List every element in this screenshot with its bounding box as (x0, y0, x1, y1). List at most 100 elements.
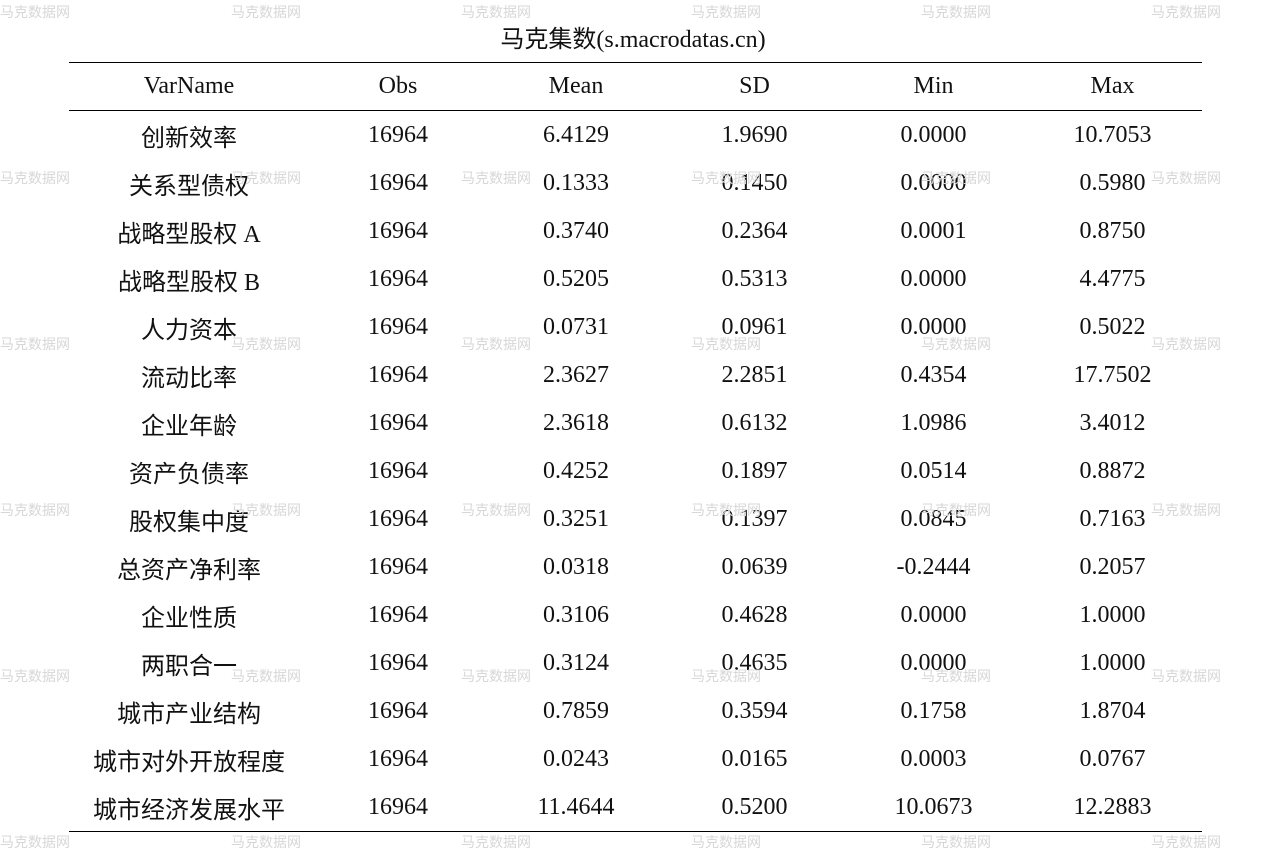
cell-min: 0.0000 (900, 601, 967, 628)
watermark-text: 马克数据网 (0, 503, 70, 519)
table-row: 股权集中度 16964 0.3251 0.1397 0.0845 0.7163 (69, 495, 1202, 543)
cell-mean: 0.7859 (543, 697, 609, 724)
cell-max: 3.4012 (1079, 409, 1146, 436)
cell-mean: 6.4129 (543, 121, 609, 148)
summary-statistics-table: VarName Obs Mean SD Min Max 创新效率 16964 6.4… (69, 62, 1202, 832)
cell-sd: 1.9690 (721, 121, 788, 148)
header-varname: VarName (143, 73, 235, 99)
cell-min: 0.0000 (900, 169, 967, 196)
cell-min: 0.1758 (900, 697, 967, 724)
cell-mean: 0.0243 (543, 745, 609, 772)
cell-obs: 16964 (368, 601, 428, 628)
watermark-text: 马克数据网 (0, 669, 70, 685)
cell-obs: 16964 (368, 361, 428, 388)
cell-max: 4.4775 (1079, 265, 1146, 292)
cell-varname: 流动比率 (141, 365, 237, 392)
cell-obs: 16964 (368, 265, 428, 292)
cell-sd: 0.0961 (721, 313, 788, 340)
table-row: 总资产净利率 16964 0.0318 0.0639 -0.2444 0.2057 (69, 543, 1202, 591)
cell-varname: 城市产业结构 (117, 701, 261, 728)
cell-varname: 企业年龄 (141, 413, 237, 440)
table-row: 人力资本 16964 0.0731 0.0961 0.0000 0.5022 (69, 303, 1202, 351)
cell-min: -0.2444 (896, 553, 971, 580)
cell-mean: 0.1333 (543, 169, 609, 196)
cell-min: 0.0001 (900, 217, 967, 244)
cell-min: 1.0986 (900, 409, 967, 436)
cell-obs: 16964 (368, 409, 428, 436)
table-row: 城市经济发展水平 16964 11.4644 0.5200 10.0673 12.2883 (69, 783, 1202, 832)
cell-max: 1.8704 (1079, 697, 1146, 724)
watermark-text: 马克数据网 (0, 835, 70, 851)
cell-obs: 16964 (368, 745, 428, 772)
watermark-text: 马克数据网 (691, 835, 761, 851)
cell-max: 0.2057 (1079, 553, 1146, 580)
cell-min: 0.0000 (900, 649, 967, 676)
cell-max: 0.7163 (1079, 505, 1146, 532)
cell-sd: 2.2851 (721, 361, 788, 388)
watermark-text: 马克数据网 (1151, 5, 1221, 21)
cell-min: 0.0845 (900, 505, 967, 532)
table-row: 创新效率 16964 6.4129 1.9690 0.0000 10.7053 (69, 111, 1202, 160)
cell-sd: 0.1450 (721, 169, 788, 196)
cell-max: 0.5980 (1079, 169, 1146, 196)
cell-sd: 0.1897 (721, 457, 788, 484)
cell-max: 12.2883 (1073, 793, 1152, 820)
cell-varname: 城市经济发展水平 (93, 797, 285, 824)
cell-varname: 人力资本 (141, 317, 237, 344)
table-row: 企业性质 16964 0.3106 0.4628 0.0000 1.0000 (69, 591, 1202, 639)
cell-min: 0.0514 (900, 457, 967, 484)
summary-statistics-table-container: VarName Obs Mean SD Min Max 创新效率 16964 6.4… (69, 62, 1202, 832)
header-min: Min (913, 73, 954, 99)
cell-max: 0.5022 (1079, 313, 1146, 340)
cell-mean: 0.3251 (543, 505, 609, 532)
table-body: 创新效率 16964 6.4129 1.9690 0.0000 10.7053 关系型债权 1… (69, 111, 1202, 832)
cell-max: 0.8750 (1079, 217, 1146, 244)
watermark-text: 马克数据网 (691, 5, 761, 21)
cell-obs: 16964 (368, 697, 428, 724)
cell-mean: 0.0731 (543, 313, 609, 340)
cell-obs: 16964 (368, 505, 428, 532)
cell-min: 0.4354 (900, 361, 967, 388)
table-row: 流动比率 16964 2.3627 2.2851 0.4354 17.7502 (69, 351, 1202, 399)
table-header: VarName Obs Mean SD Min Max (69, 62, 1202, 111)
watermark-text: 马克数据网 (231, 835, 301, 851)
cell-sd: 0.6132 (721, 409, 788, 436)
header-obs: Obs (378, 73, 418, 99)
cell-obs: 16964 (368, 121, 428, 148)
watermark-text: 马克数据网 (0, 171, 70, 187)
watermark-text: 马克数据网 (231, 5, 301, 21)
cell-sd: 0.0639 (721, 553, 788, 580)
table-row: 战略型股权 A 16964 0.3740 0.2364 0.0001 0.8750 (69, 207, 1202, 255)
table-row: 两职合一 16964 0.3124 0.4635 0.0000 1.0000 (69, 639, 1202, 687)
table-row: 城市对外开放程度 16964 0.0243 0.0165 0.0003 0.0767 (69, 735, 1202, 783)
table-title: 马克集数(s.macrodatas.cn) (500, 27, 766, 53)
cell-obs: 16964 (368, 649, 428, 676)
table-row: 城市产业结构 16964 0.7859 0.3594 0.1758 1.8704 (69, 687, 1202, 735)
table-row: 关系型债权 16964 0.1333 0.1450 0.0000 0.5980 (69, 159, 1202, 207)
table-row: 战略型股权 B 16964 0.5205 0.5313 0.0000 4.4775 (69, 255, 1202, 303)
cell-varname: 资产负债率 (129, 461, 249, 488)
cell-min: 0.0000 (900, 265, 967, 292)
cell-varname: 战略型股权 B (117, 269, 260, 296)
cell-max: 10.7053 (1073, 121, 1152, 148)
watermark-text: 马克数据网 (0, 337, 70, 353)
cell-max: 1.0000 (1079, 601, 1146, 628)
cell-max: 17.7502 (1073, 361, 1152, 388)
cell-mean: 0.3106 (543, 601, 609, 628)
cell-obs: 16964 (368, 313, 428, 340)
cell-min: 0.0000 (900, 121, 967, 148)
watermark-text: 马克数据网 (0, 5, 70, 21)
cell-sd: 0.5200 (721, 793, 788, 820)
cell-mean: 0.0318 (543, 553, 609, 580)
table-row: 企业年龄 16964 2.3618 0.6132 1.0986 3.4012 (69, 399, 1202, 447)
header-mean: Mean (548, 73, 604, 99)
cell-sd: 0.5313 (721, 265, 788, 292)
header-sd: SD (739, 73, 770, 99)
cell-mean: 0.4252 (543, 457, 609, 484)
cell-varname: 总资产净利率 (117, 557, 261, 584)
table-row: 资产负债率 16964 0.4252 0.1897 0.0514 0.8872 (69, 447, 1202, 495)
cell-mean: 11.4644 (537, 793, 615, 820)
cell-varname: 股权集中度 (129, 509, 249, 536)
cell-varname: 城市对外开放程度 (93, 749, 285, 776)
cell-sd: 0.2364 (721, 217, 788, 244)
